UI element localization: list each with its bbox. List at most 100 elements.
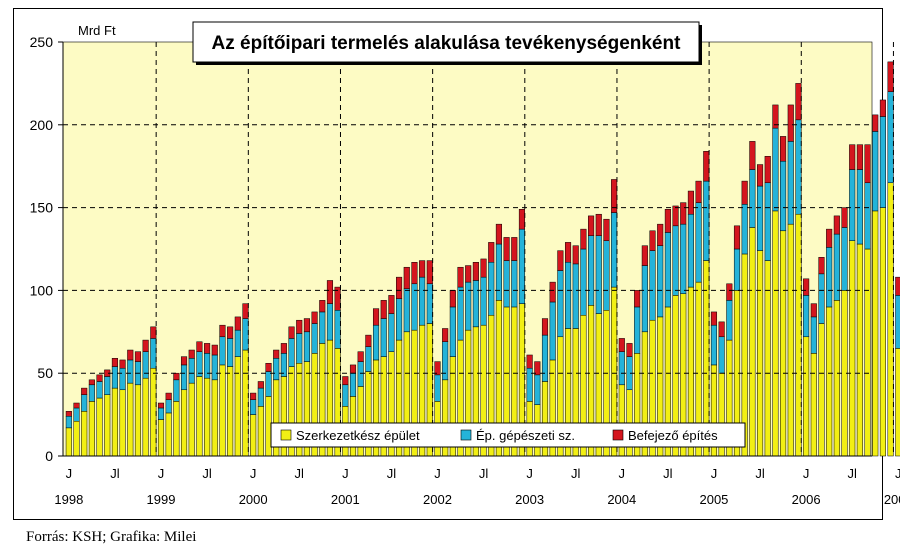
bar-1999-3-series-3: [173, 372, 180, 381]
bar-2006-7-series-2: [849, 169, 856, 241]
bar-2005-5-series-2: [741, 204, 748, 255]
bar-2004-3-series-2: [634, 306, 641, 354]
bar-2000-7-series-2: [296, 333, 303, 364]
bar-1999-10-series-3: [227, 326, 234, 339]
bar-2002-9-series-2: [495, 243, 502, 301]
bar-2006-12-series-1: [887, 182, 894, 457]
bar-2005-3-series-2: [726, 300, 733, 341]
bar-1998-5-series-3: [96, 374, 103, 382]
bar-2001-4-series-2: [365, 346, 372, 372]
y-tick-label: 250: [30, 34, 54, 50]
bar-2006-6-series-3: [841, 207, 848, 228]
bar-1998-5-series-1: [96, 397, 103, 457]
bar-1998-12-series-3: [150, 326, 157, 339]
bar-2005-7-series-2: [756, 185, 764, 251]
bar-1998-10-series-3: [134, 351, 142, 362]
bar-2001-9-series-2: [403, 288, 410, 333]
bar-2000-2-series-2: [257, 387, 264, 407]
bar-2005-12-series-2: [795, 119, 802, 215]
bar-2002-2-series-2: [442, 341, 449, 381]
bar-2003-8-series-2: [580, 248, 587, 316]
bar-2000-1-series-2: [250, 399, 257, 415]
bar-2003-5-series-2: [557, 270, 564, 338]
bar-1999-4-series-3: [180, 356, 188, 366]
bar-2002-12-series-2: [518, 228, 526, 304]
bar-2006-3-series-1: [818, 323, 825, 457]
x-tick-label-j: J: [803, 466, 810, 481]
legend-swatch-3: [612, 429, 624, 441]
bar-2000-8-series-3: [303, 318, 310, 333]
bar-2002-8-series-3: [488, 242, 495, 263]
bar-2001-8-series-2: [396, 298, 403, 341]
bar-1999-9-series-2: [219, 336, 226, 366]
x-year-label: 2000: [239, 492, 268, 507]
x-year-label: 2004: [607, 492, 636, 507]
bar-1999-12-series-1: [242, 349, 249, 457]
y-tick-label: 0: [45, 448, 53, 464]
bar-1999-7-series-2: [204, 353, 211, 379]
bar-2002-3-series-3: [449, 290, 456, 308]
x-year-label: 2003: [515, 492, 544, 507]
bar-2000-4-series-2: [273, 358, 280, 381]
bar-2003-11-series-2: [603, 240, 610, 311]
bar-2004-6-series-3: [657, 223, 664, 246]
bar-2001-7-series-2: [388, 313, 395, 352]
bar-2004-10-series-2: [687, 213, 694, 288]
bar-2006-4-series-1: [826, 306, 833, 457]
bar-2003-4-series-2: [549, 301, 556, 361]
bar-2002-1-series-2: [434, 374, 441, 402]
bar-2001-8-series-3: [396, 276, 403, 299]
bar-2004-4-series-3: [641, 245, 648, 266]
bar-2006-7-series-1: [849, 240, 856, 457]
bar-2004-4-series-2: [641, 265, 648, 333]
bar-2002-12-series-3: [518, 209, 526, 230]
bar-2006-5-series-1: [833, 300, 840, 457]
bar-1998-12-series-1: [150, 367, 157, 457]
bar-2000-11-series-3: [326, 280, 334, 304]
x-tick-label-j: J: [158, 466, 165, 481]
bar-2006-2-series-3: [810, 303, 817, 318]
bar-2000-3-series-2: [265, 371, 272, 397]
bar-1998-3-series-2: [81, 394, 88, 412]
gridlines: [63, 42, 894, 456]
bar-2006-11-series-1: [879, 207, 886, 457]
bar-1998-2-series-1: [73, 420, 80, 457]
bar-2000-3-series-3: [265, 363, 272, 372]
bar-2004-11-series-3: [695, 180, 702, 203]
bar-1999-8-series-1: [211, 379, 218, 457]
bar-1998-6-series-2: [104, 376, 111, 395]
bar-2000-6-series-3: [288, 326, 295, 339]
bar-1998-12-series-2: [150, 338, 157, 369]
bar-2002-6-series-2: [472, 280, 479, 328]
bar-1998-3-series-3: [81, 387, 88, 395]
bar-2006-12-series-2: [887, 91, 894, 184]
bar-2006-8-series-3: [856, 144, 863, 170]
bar-1999-1-series-1: [157, 419, 165, 457]
bar-1999-5-series-1: [188, 382, 195, 457]
bar-2004-5-series-3: [649, 230, 656, 251]
bar-2006-9-series-3: [864, 144, 871, 184]
bar-2006-9-series-1: [864, 248, 871, 457]
bar-2006-6-series-2: [841, 227, 848, 291]
bar-2000-7-series-3: [296, 319, 303, 334]
bar-2000-10-series-2: [319, 311, 326, 344]
bar-2005-8-series-2: [764, 182, 771, 261]
bar-2002-2-series-3: [442, 328, 449, 342]
bar-2000-1-series-1: [250, 414, 257, 457]
bar-2005-12-series-1: [795, 213, 802, 457]
bars: [65, 61, 900, 457]
x-tick-label-j: J: [895, 466, 900, 481]
bar-1998-8-series-3: [119, 359, 126, 369]
bar-2000-11-series-2: [326, 303, 334, 341]
bar-2004-5-series-2: [649, 250, 656, 321]
bar-2006-1-series-1: [803, 336, 810, 457]
x-year-label: 2006: [792, 492, 821, 507]
bar-2004-1-series-3: [618, 338, 625, 352]
bar-2001-3-series-2: [357, 361, 364, 387]
x-tick-label-jl: Jl: [663, 466, 673, 481]
bar-1999-10-series-1: [227, 366, 234, 457]
bar-2004-2-series-3: [626, 343, 633, 357]
bar-2002-6-series-3: [472, 262, 479, 281]
bar-2004-12-series-3: [703, 151, 710, 182]
bar-2006-10-series-3: [872, 114, 879, 132]
